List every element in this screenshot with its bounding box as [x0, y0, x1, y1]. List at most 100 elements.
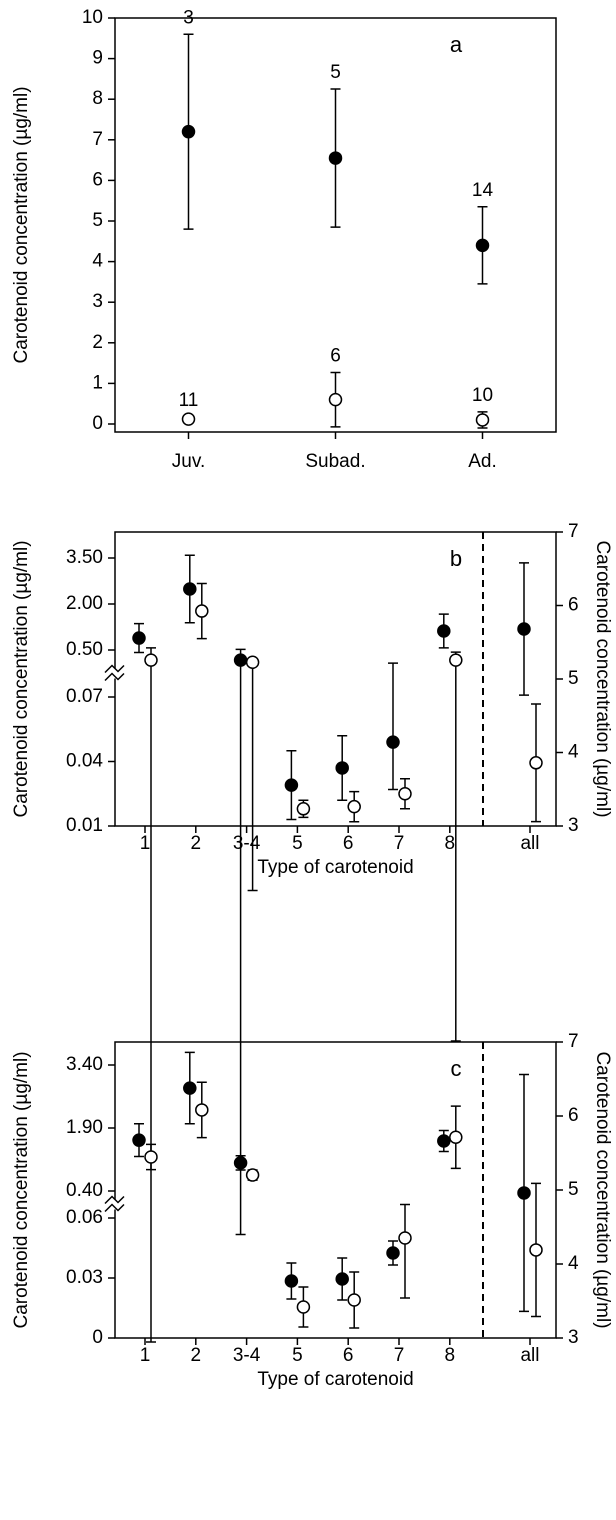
x-tick-label: all — [520, 833, 539, 854]
y-tick-label: 4 — [92, 251, 103, 272]
plot-frame — [114, 1041, 557, 1339]
axis-break-gap — [105, 1199, 125, 1210]
filled-point — [386, 735, 400, 749]
y-tick-label: 9 — [92, 48, 103, 69]
sample-size: 5 — [330, 62, 341, 83]
y-tick-label: 0.06 — [66, 1207, 103, 1228]
x-tick-label: Subad. — [305, 451, 365, 472]
y-tick-label: 8 — [92, 88, 103, 109]
x-tick-label: 1 — [140, 1345, 151, 1366]
y2-tick-label: 4 — [568, 742, 579, 763]
open-point — [475, 413, 490, 427]
axis-break — [104, 1203, 125, 1213]
y2-tick-label: 6 — [568, 1105, 579, 1126]
y-tick-label: 1 — [92, 372, 103, 393]
y-tick-label: 0.40 — [66, 1180, 103, 1201]
filled-point — [335, 1272, 349, 1286]
open-point — [296, 1300, 311, 1314]
error-bar — [400, 1203, 410, 1299]
panel-label: a — [450, 32, 463, 57]
x-axis-label: Type of carotenoid — [257, 1369, 413, 1390]
axis-break-gap — [105, 668, 125, 679]
filled-point — [284, 778, 299, 792]
y-tick-label: 6 — [92, 169, 103, 190]
panel-label: b — [450, 546, 462, 571]
filled-point — [132, 631, 146, 645]
y2-axis-label: Carotenoid concentration (µg/ml) — [592, 1051, 613, 1328]
open-point — [144, 653, 158, 667]
x-tick-label: 7 — [394, 833, 405, 854]
open-point — [195, 604, 209, 618]
open-point — [296, 802, 311, 816]
y-tick-label: 3.40 — [66, 1054, 103, 1075]
x-tick-label: 5 — [292, 1345, 303, 1366]
y2-tick-label: 5 — [568, 668, 579, 689]
error-bar — [235, 648, 246, 1236]
y-axis-label: Carotenoid concentration (µg/ml) — [11, 1051, 32, 1328]
plot-frame — [114, 531, 557, 827]
y2-tick-label: 4 — [568, 1253, 579, 1274]
open-point — [449, 1130, 463, 1144]
open-point — [398, 1231, 412, 1245]
y-tick-label: 7 — [92, 129, 103, 150]
x-tick-label: 6 — [343, 833, 354, 854]
x-tick-label: 2 — [191, 1345, 202, 1366]
y2-tick-label: 7 — [568, 521, 579, 542]
y2-tick-label: 3 — [568, 815, 579, 836]
y-tick-label: 2 — [92, 332, 103, 353]
open-point — [195, 1103, 209, 1117]
x-tick-label: 5 — [292, 833, 303, 854]
panel-label: c — [451, 1056, 462, 1081]
y2-tick-label: 7 — [568, 1031, 579, 1052]
x-tick-label: all — [520, 1345, 539, 1366]
axis-break — [104, 1195, 125, 1205]
y-tick-label: 0.04 — [66, 751, 103, 772]
open-point — [181, 412, 196, 426]
filled-point — [183, 582, 197, 596]
filled-point — [233, 653, 248, 667]
y-tick-label: 0.03 — [66, 1267, 103, 1288]
x-tick-label: Juv. — [172, 451, 205, 472]
filled-point — [517, 622, 531, 636]
filled-point — [437, 624, 451, 638]
open-point — [245, 655, 260, 670]
y-tick-label: 1.90 — [66, 1117, 103, 1138]
filled-point — [475, 238, 490, 253]
sample-size: 3 — [183, 7, 194, 28]
filled-point — [284, 1274, 299, 1288]
y2-tick-label: 6 — [568, 595, 579, 616]
y-tick-label: 0.07 — [66, 686, 103, 707]
x-axis-label: Type of carotenoid — [257, 857, 413, 878]
open-point — [529, 756, 543, 770]
error-bar — [450, 651, 461, 1042]
filled-point — [183, 1081, 197, 1095]
open-point — [449, 653, 463, 667]
sample-size: 11 — [179, 390, 199, 411]
y-tick-label: 0.50 — [66, 639, 103, 660]
axis-break — [104, 664, 125, 674]
open-point — [529, 1243, 543, 1257]
y2-tick-label: 3 — [568, 1327, 579, 1348]
y2-tick-label: 5 — [568, 1179, 579, 1200]
y-tick-label: 0.01 — [66, 815, 103, 836]
x-tick-label: 3-4 — [233, 1345, 261, 1366]
x-tick-label: 8 — [445, 1345, 456, 1366]
y-axis-label: Carotenoid concentration (µg/ml) — [11, 86, 32, 363]
filled-point — [132, 1133, 146, 1147]
open-point — [398, 787, 412, 801]
y-tick-label: 3 — [92, 291, 103, 312]
filled-point — [335, 761, 349, 775]
y-tick-label: 2.00 — [66, 593, 103, 614]
open-point — [245, 1168, 260, 1182]
y-axis-label: Carotenoid concentration (µg/ml) — [11, 540, 32, 817]
y-tick-label: 3.50 — [66, 547, 103, 568]
x-tick-label: 3-4 — [233, 833, 261, 854]
open-point — [328, 392, 343, 407]
sample-size: 14 — [472, 180, 494, 201]
x-tick-label: 8 — [445, 833, 456, 854]
error-bar — [146, 647, 156, 1343]
y2-axis-label: Carotenoid concentration (µg/ml) — [592, 540, 613, 817]
x-tick-label: 6 — [343, 1345, 354, 1366]
x-tick-label: Ad. — [468, 451, 497, 472]
